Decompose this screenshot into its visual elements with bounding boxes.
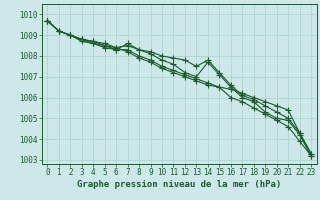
X-axis label: Graphe pression niveau de la mer (hPa): Graphe pression niveau de la mer (hPa) [77,180,281,189]
